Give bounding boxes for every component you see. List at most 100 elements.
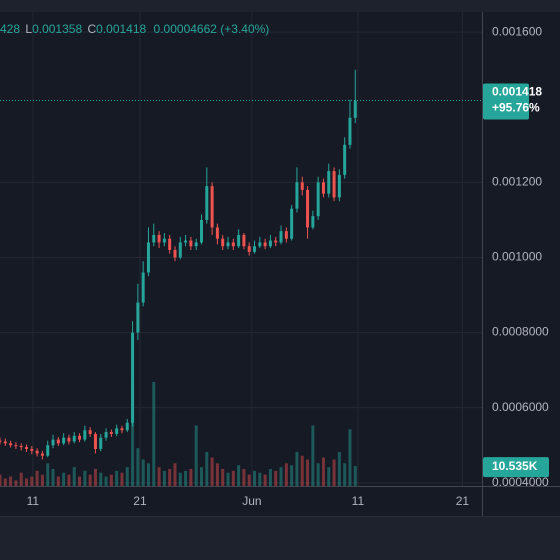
candle-body: [40, 453, 44, 456]
candle-body: [205, 186, 209, 220]
candle-body: [25, 447, 29, 449]
candle-body: [146, 242, 150, 273]
volume-bar: [136, 448, 140, 486]
volume-bar: [300, 455, 304, 486]
volume-label: 10.535K: [492, 459, 538, 473]
candle-body: [316, 182, 320, 217]
candle-body: [9, 443, 13, 446]
volume-bar: [279, 467, 283, 486]
volume-bar: [19, 472, 23, 486]
candle-body: [78, 435, 82, 440]
volume-bar: [247, 474, 251, 486]
low-key: L: [25, 22, 32, 36]
volume-bar: [274, 470, 278, 486]
volume-bar: [131, 381, 135, 486]
candle-body: [332, 171, 336, 198]
y-tick-label: 0.001600: [492, 24, 542, 38]
candle-body: [290, 208, 294, 239]
candle-body: [104, 432, 108, 438]
volume-bar: [353, 466, 357, 486]
volume-bar: [30, 476, 34, 486]
volume-bar: [141, 459, 145, 486]
candle-body: [199, 219, 203, 243]
candle-body: [162, 238, 166, 243]
candle-body: [210, 186, 214, 228]
candle-body: [131, 332, 135, 423]
volume-bar: [337, 451, 341, 486]
candle-body: [0, 440, 2, 442]
candle-body: [237, 234, 241, 247]
volume-bar: [157, 467, 161, 486]
x-tick-label: Jun: [242, 494, 261, 508]
change-value: 0.00004662 (+3.40%): [154, 22, 270, 36]
candle-body: [327, 171, 331, 194]
candle-body: [152, 234, 156, 243]
candle-body: [141, 272, 145, 303]
top-strip: [0, 0, 560, 12]
volume-bar: [311, 425, 315, 486]
volume-bar: [56, 476, 60, 486]
volume-bar: [125, 467, 129, 486]
close-value: 0.001418: [96, 22, 146, 36]
candle-body: [268, 240, 272, 247]
volume-bar: [67, 474, 71, 486]
candle-body: [221, 238, 225, 247]
candle-body: [88, 430, 92, 434]
bottom-toolbar: [0, 517, 560, 560]
last-price-label: 0.001418: [492, 85, 542, 99]
volume-bar: [258, 472, 262, 486]
candle-body: [226, 242, 230, 247]
volume-bar: [268, 468, 272, 486]
volume-bar: [162, 470, 166, 486]
candle-body: [99, 437, 103, 449]
candle-body: [258, 242, 262, 247]
candle-body: [115, 428, 119, 434]
last-change-label: +95.76%: [492, 101, 540, 115]
volume-bar: [168, 468, 172, 486]
volume-bar: [327, 467, 331, 486]
candle-body: [120, 428, 124, 431]
candle-body: [321, 182, 325, 194]
candle-body: [194, 242, 198, 247]
candle-body: [311, 216, 315, 228]
candle-body: [306, 189, 310, 228]
volume-bar: [184, 470, 188, 486]
candle-body: [337, 174, 341, 198]
volume-bar: [178, 472, 182, 486]
volume-bar: [120, 472, 124, 486]
volume-bar: [173, 463, 177, 486]
candle-body: [51, 439, 55, 446]
volume-bar: [51, 468, 55, 486]
x-tick-label: 11: [27, 494, 40, 508]
volume-bar: [242, 468, 246, 486]
candle-body: [30, 448, 34, 451]
volume-bar: [316, 463, 320, 486]
candle-body: [56, 439, 60, 444]
volume-bar: [0, 474, 2, 486]
volume-bar: [9, 476, 13, 486]
candle-body: [3, 441, 7, 444]
volume-bar: [226, 472, 230, 486]
volume-bar: [83, 470, 87, 486]
candle-body: [93, 433, 97, 449]
volume-bar: [115, 470, 119, 486]
candle-body: [300, 182, 304, 190]
candle-body: [295, 182, 299, 209]
volume-bar: [231, 470, 235, 486]
candle-body: [253, 246, 257, 252]
volume-bar: [93, 468, 97, 486]
volume-bar: [343, 463, 347, 486]
y-tick-label: 0.001200: [492, 175, 542, 189]
candle-body: [46, 445, 50, 456]
volume-bar: [210, 457, 214, 486]
volume-bar: [295, 451, 299, 486]
volume-bar: [25, 478, 29, 486]
open-fragment: 428: [0, 22, 20, 36]
candle-body: [72, 435, 76, 442]
volume-bar: [72, 467, 76, 486]
volume-bar: [35, 470, 39, 486]
volume-bar: [152, 381, 156, 486]
volume-bar: [99, 472, 103, 486]
volume-bar: [205, 451, 209, 486]
